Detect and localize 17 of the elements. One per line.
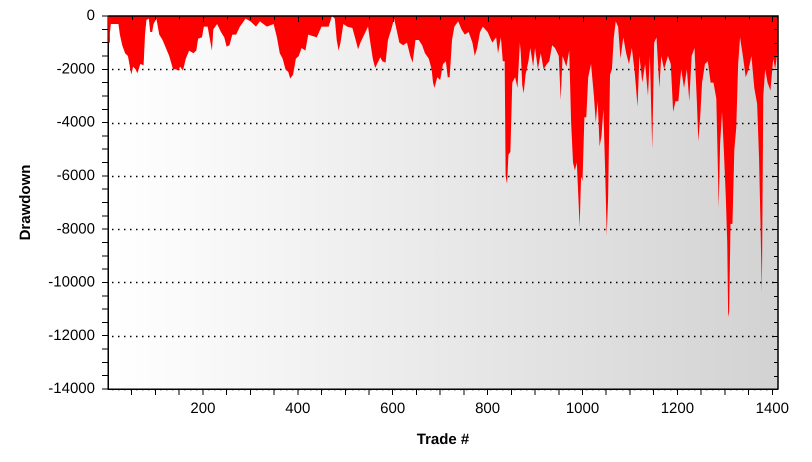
y-tick-label: -4000	[56, 114, 95, 131]
y-axis-title: Drawdown	[17, 164, 34, 240]
x-tick-label: 800	[475, 400, 500, 418]
x-tick-label: 200	[190, 400, 216, 418]
x-tick-label: 1000	[566, 400, 600, 418]
x-tick-label: 1400	[756, 400, 789, 418]
x-tick-label: 1200	[660, 400, 694, 418]
x-axis-title: Trade #	[416, 431, 470, 448]
x-tick-label: 600	[380, 400, 406, 418]
y-tick-label: -10000	[48, 274, 95, 291]
y-tick-label: -14000	[48, 380, 95, 398]
y-tick-label: 0	[86, 7, 95, 24]
y-tick-label: -12000	[48, 326, 95, 344]
y-tick-label: -8000	[56, 220, 95, 238]
y-tick-label: -2000	[56, 60, 95, 78]
x-tick-label: 400	[285, 400, 310, 418]
y-tick-label: -6000	[56, 167, 95, 184]
